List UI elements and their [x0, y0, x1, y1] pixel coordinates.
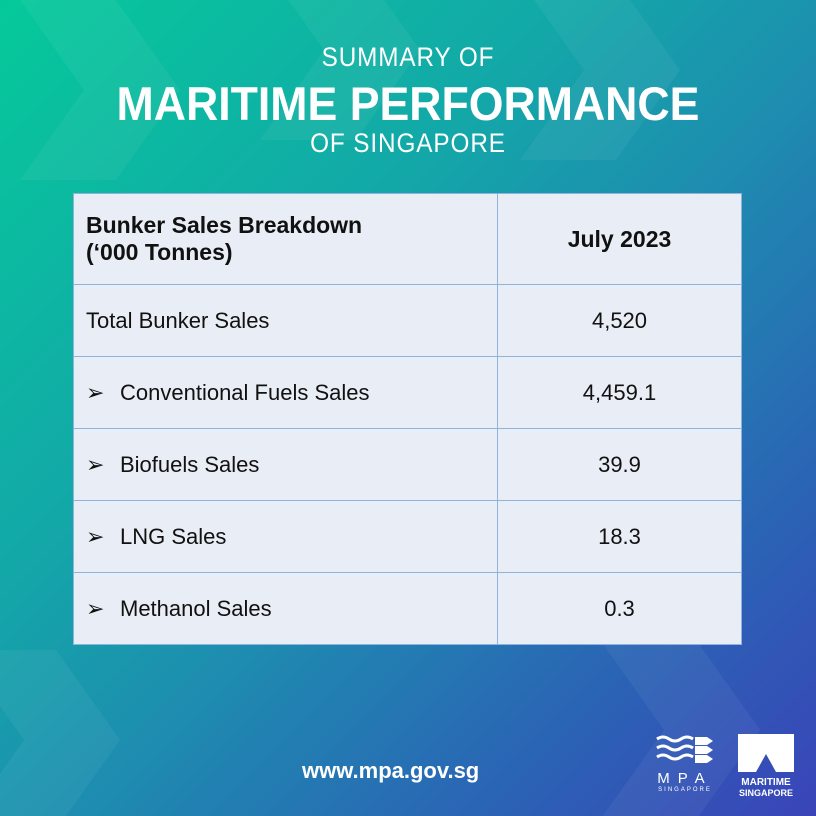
title-main: MARITIME PERFORMANCE: [116, 77, 700, 130]
col1-header: Bunker Sales Breakdown (‘000 Tonnes): [73, 193, 498, 285]
title-line3: OF SINGAPORE: [310, 128, 506, 158]
bunker-sales-table: Bunker Sales Breakdown (‘000 Tonnes) July…: [73, 193, 742, 645]
title-line1: SUMMARY OF: [321, 42, 495, 72]
row-value: 0.3: [497, 572, 742, 645]
table-header-row: Bunker Sales Breakdown (‘000 Tonnes) July…: [73, 193, 742, 285]
arrow-bullet-icon: ➢: [86, 595, 105, 621]
row-value: 4,520: [497, 284, 742, 357]
arrow-bullet-icon: ➢: [86, 379, 105, 405]
row-value: 18.3: [497, 500, 742, 573]
mpa-logo: MPA SINGAPORE: [650, 733, 720, 793]
table-row: ➢ LNG Sales 18.3: [73, 500, 742, 573]
row-label: LNG Sales: [120, 523, 227, 549]
table-row: ➢ Biofuels Sales 39.9: [73, 428, 742, 501]
row-label: Conventional Fuels Sales: [120, 379, 370, 405]
row-label: Methanol Sales: [120, 595, 272, 621]
table-row: ➢ Conventional Fuels Sales 4,459.1: [73, 356, 742, 429]
maritime-singapore-logo: MARITIME SINGAPORE: [734, 734, 798, 798]
col1-header-line1: Bunker Sales Breakdown: [86, 212, 363, 238]
ms-logo-line2: SINGAPORE: [738, 788, 793, 798]
mpa-waves-icon: [656, 735, 713, 763]
chevron-decoration: [0, 650, 120, 816]
table-row: ➢ Methanol Sales 0.3: [73, 572, 742, 645]
row-label: Biofuels Sales: [120, 451, 260, 477]
arrow-bullet-icon: ➢: [86, 451, 105, 477]
mpa-logo-sub: SINGAPORE: [658, 787, 712, 793]
col2-header: July 2023: [497, 193, 742, 285]
row-value: 39.9: [497, 428, 742, 501]
mpa-logo-text: MPA: [657, 770, 713, 787]
website-link[interactable]: www.mpa.gov.sg: [302, 758, 480, 783]
arrow-bullet-icon: ➢: [86, 523, 105, 549]
col1-header-line2: (‘000 Tonnes): [86, 239, 233, 265]
row-label: Total Bunker Sales: [86, 307, 270, 333]
maritime-m-icon: [738, 734, 794, 772]
table-row: Total Bunker Sales 4,520: [73, 284, 742, 357]
row-value: 4,459.1: [497, 356, 742, 429]
ms-logo-line1: MARITIME: [741, 777, 791, 788]
